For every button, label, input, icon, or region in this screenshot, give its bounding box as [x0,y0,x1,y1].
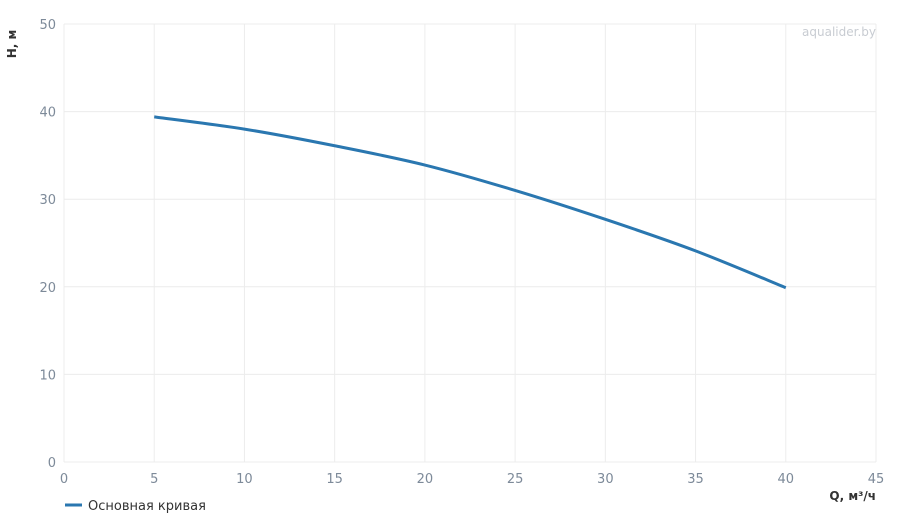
x-tick-label: 15 [326,472,343,487]
legend-label: Основная кривая [88,499,206,514]
x-tick-label: 25 [507,472,524,487]
x-tick-label: 5 [150,472,158,487]
y-tick-label: 20 [39,281,56,296]
x-tick-label: 35 [687,472,704,487]
x-axis-label: Q, м³/ч [829,489,876,503]
x-tick-label: 40 [778,472,795,487]
watermark: aqualider.by [802,25,876,39]
y-axis-label: H, м [5,30,19,59]
y-tick-label: 40 [39,106,56,121]
line [154,115,787,290]
x-tick-label: 45 [868,472,885,487]
x-tick-label: 0 [60,472,68,487]
y-tick-label: 50 [39,18,56,33]
y-tick-label: 10 [39,368,56,383]
x-tick-label: 20 [417,472,434,487]
y-tick-label: 30 [39,193,56,208]
x-tick-label: 30 [597,472,614,487]
y-tick-label: 0 [48,456,56,471]
x-tick-label: 10 [236,472,253,487]
